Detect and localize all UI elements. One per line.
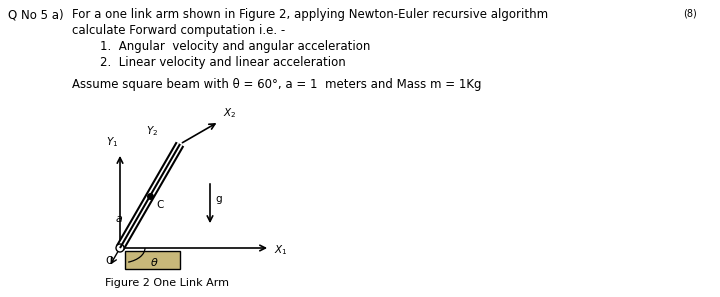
Text: $X_2$: $X_2$: [223, 106, 236, 120]
Text: $\theta$: $\theta$: [150, 256, 158, 268]
Text: τ: τ: [129, 223, 135, 233]
Text: g: g: [215, 194, 222, 204]
Text: C: C: [156, 200, 163, 210]
Circle shape: [116, 244, 124, 252]
Text: $Y_2$: $Y_2$: [146, 124, 158, 138]
Text: $X_1$: $X_1$: [274, 243, 287, 257]
Text: O: O: [106, 256, 114, 266]
Text: a: a: [116, 214, 123, 224]
Text: $Y_1$: $Y_1$: [106, 135, 118, 149]
Text: Assume square beam with θ = 60°, a = 1  meters and Mass m = 1Kg: Assume square beam with θ = 60°, a = 1 m…: [72, 78, 482, 91]
Text: For a one link arm shown in Figure 2, applying Newton-Euler recursive algorithm: For a one link arm shown in Figure 2, ap…: [72, 8, 548, 21]
Text: (8): (8): [683, 8, 697, 18]
Bar: [125, 251, 180, 269]
Text: 1.  Angular  velocity and angular acceleration: 1. Angular velocity and angular accelera…: [100, 40, 370, 53]
Text: Figure 2 One Link Arm: Figure 2 One Link Arm: [105, 278, 229, 288]
Text: calculate Forward computation i.e. -: calculate Forward computation i.e. -: [72, 24, 285, 37]
Text: Q No 5 a): Q No 5 a): [8, 8, 63, 21]
Text: 2.  Linear velocity and linear acceleration: 2. Linear velocity and linear accelerati…: [100, 56, 346, 69]
